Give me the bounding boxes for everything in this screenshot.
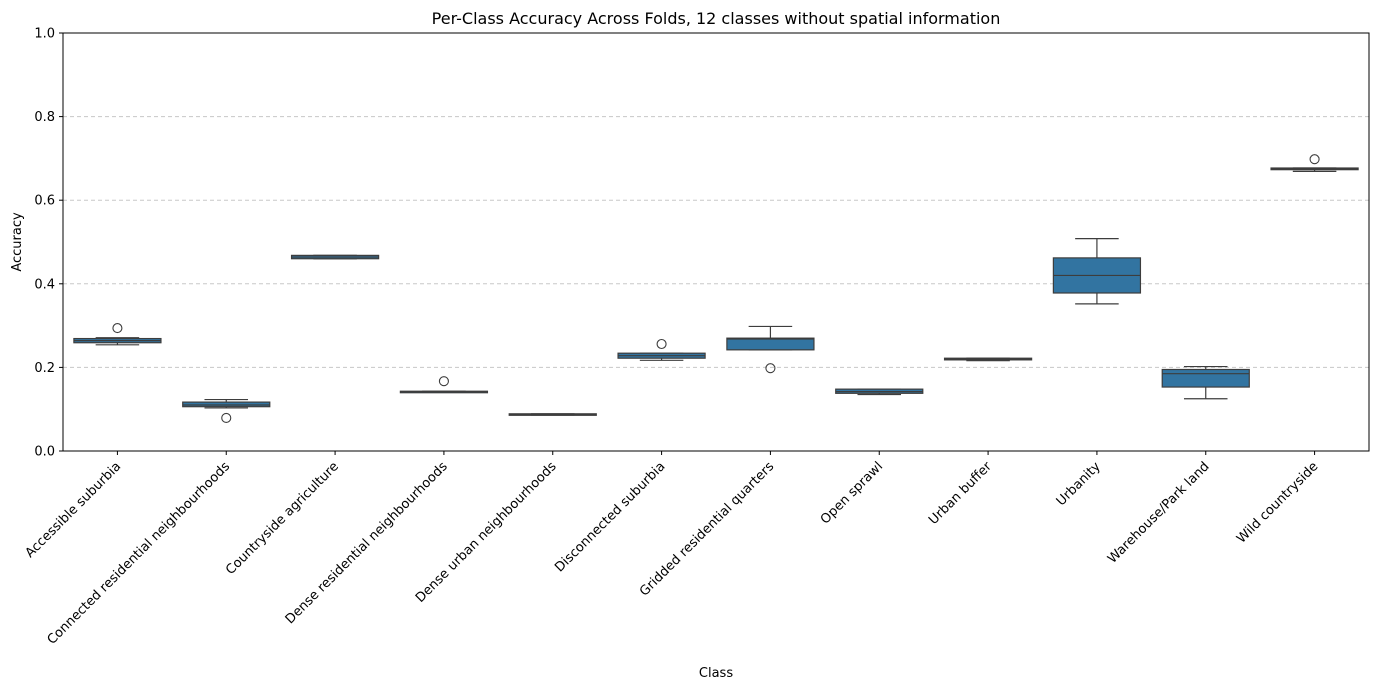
outlier-1-0: [221, 412, 232, 424]
box-5: [617, 338, 706, 361]
x-axis-label: Class: [699, 666, 733, 681]
x-tick-label-2: Countryside agriculture: [223, 459, 342, 578]
outlier-5-0: [656, 338, 667, 350]
y-tick-label-5: 1.0: [34, 27, 55, 42]
box-9: [1052, 238, 1142, 305]
y-tick-label-3: 0.6: [34, 194, 55, 209]
y-tick-label-4: 0.8: [34, 110, 55, 125]
iqr-box-6: [726, 337, 815, 351]
box-11: [1270, 154, 1359, 172]
x-tick-label-7: Open sprawl: [818, 459, 886, 527]
x-tick-label-0: Accessible suburbia: [23, 459, 125, 561]
box-3: [399, 376, 489, 394]
x-tick-label-1: Connected residential neighbourhoods: [45, 459, 234, 648]
y-tick-label-1: 0.2: [34, 361, 55, 376]
box-6: [726, 325, 815, 374]
outlier-11-0: [1309, 154, 1320, 165]
x-tick-label-11: Wild countryside: [1234, 459, 1321, 546]
grid-lines: [63, 116, 1369, 368]
y-tick-label-0: 0.0: [34, 445, 55, 460]
iqr-box-10: [1161, 368, 1250, 388]
y-axis-ticks: 0.0 0.2 0.4 0.6 0.8 1.0: [34, 27, 63, 460]
outlier-6-0: [765, 363, 776, 374]
box-10: [1161, 365, 1250, 400]
box-8: [943, 357, 1033, 362]
x-tick-label-8: Urban buffer: [926, 459, 995, 528]
x-tick-label-5: Disconnected suburbia: [552, 459, 668, 575]
y-tick-label-2: 0.4: [34, 277, 55, 292]
box-1: [182, 398, 271, 424]
x-tick-label-10: Warehouse/Park land: [1105, 459, 1212, 566]
box-2: [290, 254, 380, 260]
outlier-3-0: [438, 376, 449, 387]
box-7: [835, 388, 924, 396]
x-tick-label-9: Urbanity: [1054, 459, 1104, 509]
chart-title: Per-Class Accuracy Across Folds, 12 clas…: [432, 9, 1001, 28]
box-0: [73, 323, 162, 346]
outlier-0-0: [112, 323, 123, 334]
plot-frame: [62, 32, 1370, 452]
y-axis-label: Accuracy: [10, 212, 25, 272]
iqr-box-1: [182, 401, 271, 408]
box-4: [508, 413, 597, 416]
boxes-group: [73, 154, 1359, 424]
